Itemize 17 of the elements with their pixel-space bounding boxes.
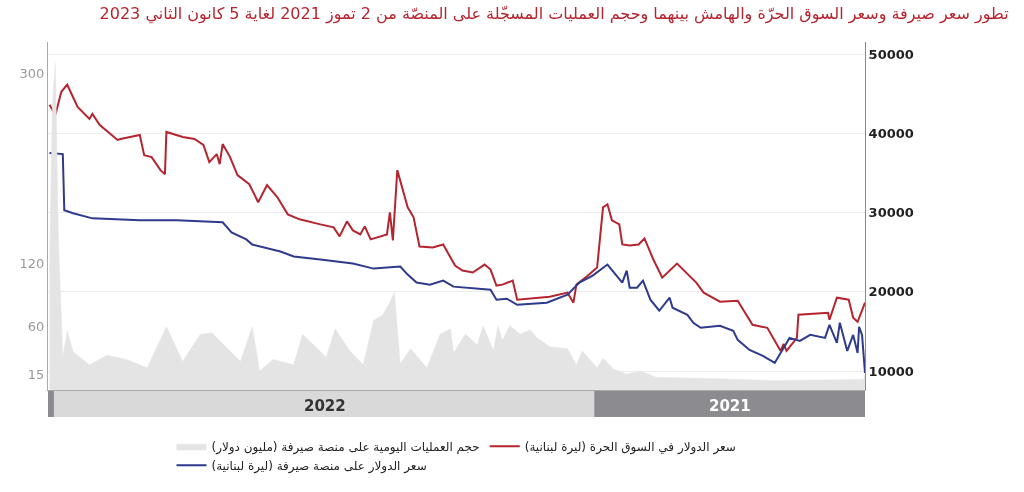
y-tick-label: 20000 [868,284,914,300]
chart-title: تطور سعر صيرفة وسعر السوق الحرّة والهامش بينهما وحجم العمليات المسجّلة على المنصّة من 2 تموز 2021 لغاية 5 كانون الثاني 2023 [99,3,1009,24]
legend-label: حجم العمليات اليومية على منصة صيرفة (مليون دولار) [211,439,480,455]
line-series [48,152,865,374]
legend-label: سعر الدولار في السوق الحرة (ليرة لبنانية) [524,439,736,455]
y2-tick-label: 15 [27,366,45,382]
x-tick-label: 2022 [304,397,346,415]
line-series [48,83,865,352]
y2-tick-label: 120 [19,256,45,271]
y-tick-label: 50000 [868,47,914,63]
legend-label: سعر الدولار على منصة صيرفة (ليرة لبنانية) [211,458,427,474]
y2-tick-label: 60 [27,319,45,335]
x-tick-label: 2021 [709,397,751,415]
y2-tick-label: 300 [19,66,45,82]
y-tick-label: 10000 [868,363,914,379]
y-tick-label: 30000 [868,205,914,221]
y-tick-label: 40000 [868,126,914,142]
